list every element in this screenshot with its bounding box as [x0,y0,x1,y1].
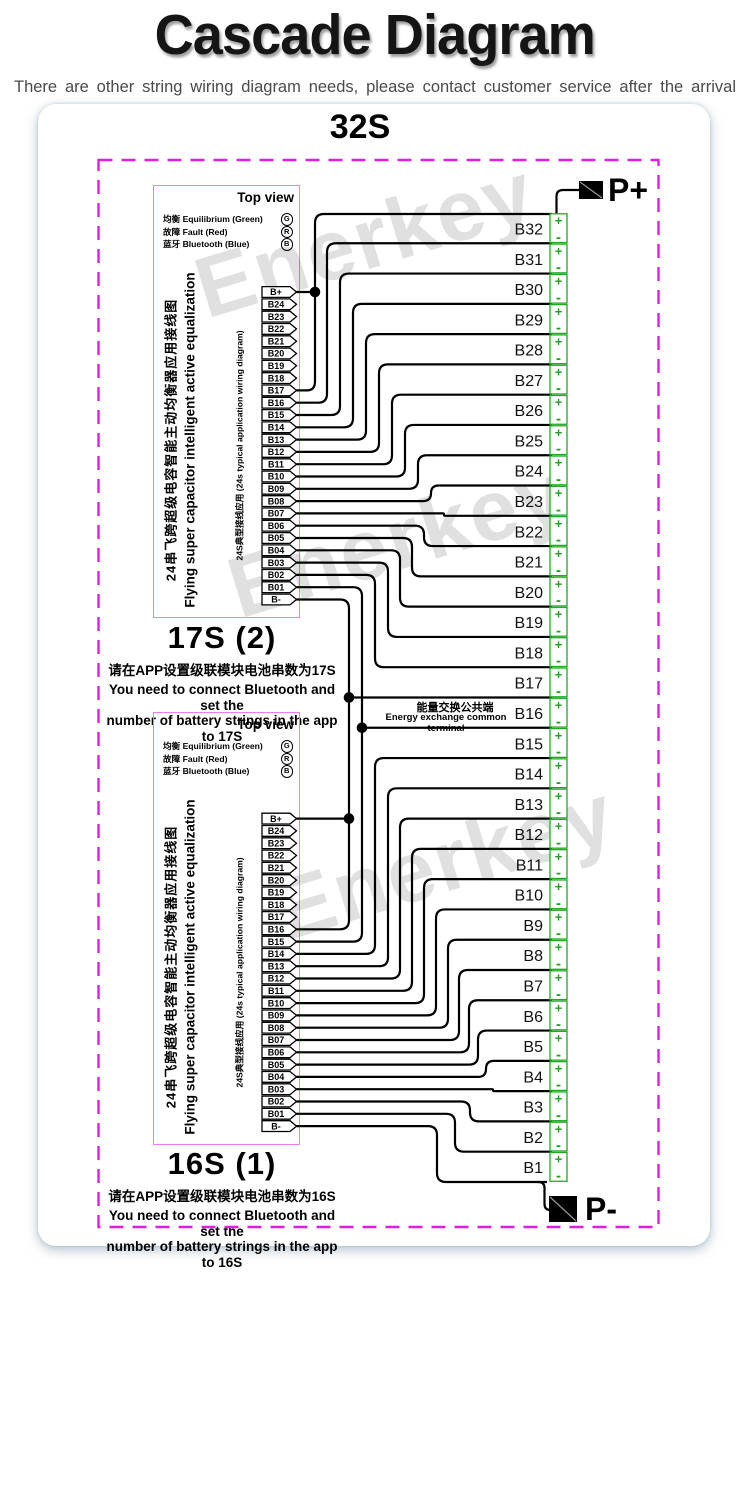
module2-side-text: 24串飞跨超级电容智能主动均衡器应用接线图 Flying super capac… [162,795,202,1140]
legend-label: 故障 Fault (Red) [163,226,228,237]
legend-row-bluetooth: 蓝牙 Bluetooth (Blue) B [163,765,293,778]
page-title-text: Cascade Diagram [154,3,596,67]
blue-led-icon: B [280,238,293,251]
terminal-label-p-plus: P+ [608,172,649,208]
module1-inner-text: 24S典型接线应用 (24s typical application wirin… [234,330,245,561]
module1-side-text-cn: 24串飞跨超级电容智能主动均衡器应用接线图 [163,298,179,582]
config-heading-32s: 32S [329,108,391,146]
module2-inner-text: 24S典型接线应用 (24s typical application wirin… [234,857,245,1088]
red-led-icon: R [280,225,293,239]
module1-note-cn: 请在APP设置级联模块电池串数为17S [108,663,336,678]
module2-caption: 16S (1) 请在APP设置级联模块电池串数为16S You need to … [102,1146,342,1270]
module1-legend: 均衡 Equilibrium (Green) G 故障 Fault (Red) … [163,213,293,251]
module1-top-view-label: Top view [237,190,294,205]
legend-row-equilibrium: 均衡 Equilibrium (Green) G [163,740,293,753]
module2-title-16s: 16S (1) [167,1146,277,1181]
red-led-icon: R [280,752,293,766]
module2-legend: 均衡 Equilibrium (Green) G 故障 Fault (Red) … [163,740,293,778]
module1-title-17s: 17S (2) [167,620,277,655]
energy-exchange-label-en: Energy exchange common terminal [385,712,507,734]
legend-row-equilibrium: 均衡 Equilibrium (Green) G [163,213,293,226]
module2-side-text-en: Flying super capacitor intelligent activ… [182,799,198,1135]
blue-led-icon: B [280,765,293,778]
green-led-icon: G [280,213,293,226]
legend-label: 均衡 Equilibrium (Green) [163,741,263,751]
legend-label: 均衡 Equilibrium (Green) [163,214,263,224]
note-line2: number of battery strings in the app to … [106,1239,338,1270]
page-subtitle: There are other string wiring diagram ne… [14,78,736,96]
note-line1: You need to connect Bluetooth and set th… [108,1208,336,1239]
module2-note-cn: 请在APP设置级联模块电池串数为16S [108,1189,336,1204]
terminal-label-p-minus: P- [585,1191,617,1227]
legend-label: 蓝牙 Bluetooth (Blue) [163,239,250,250]
legend-row-fault: 故障 Fault (Red) R [163,752,293,766]
module2-side-text-cn: 24串飞跨超级电容智能主动均衡器应用接线图 [163,825,179,1109]
module2-top-view-label: Top view [237,717,294,732]
note-line1: You need to connect Bluetooth and set th… [108,682,336,713]
module2-note-en: You need to connect Bluetooth and set th… [102,1208,342,1270]
module1-side-text-en: Flying super capacitor intelligent activ… [182,272,198,608]
page-title: Cascade Diagram [0,2,750,68]
legend-label: 故障 Fault (Red) [163,753,228,764]
module1-side-text: 24串飞跨超级电容智能主动均衡器应用接线图 Flying super capac… [162,268,202,613]
energy-exchange-label-cn: 能量交换公共端 [416,702,494,714]
green-led-icon: G [280,740,293,753]
legend-label: 蓝牙 Bluetooth (Blue) [163,766,250,777]
legend-row-bluetooth: 蓝牙 Bluetooth (Blue) B [163,238,293,251]
legend-row-fault: 故障 Fault (Red) R [163,225,293,239]
